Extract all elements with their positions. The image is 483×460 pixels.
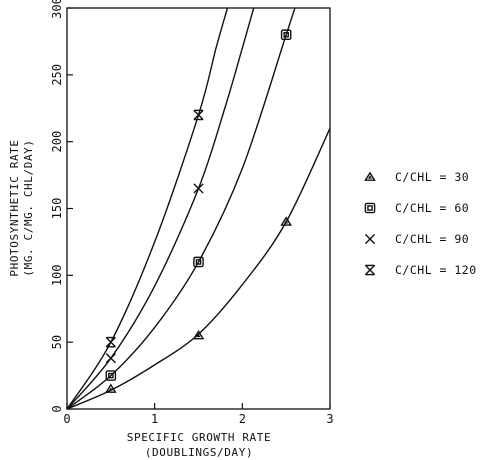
y-tick-label: 300 — [50, 0, 64, 19]
triangle-marker-shape — [192, 330, 205, 340]
triangle-marker-shape — [364, 171, 376, 181]
legend-hourglass-marker — [364, 264, 376, 276]
square-marker-inner — [195, 259, 202, 265]
triangle-marker-fill — [284, 220, 289, 224]
square-marker — [280, 29, 292, 41]
x-tick-label: 3 — [326, 412, 333, 426]
legend-triangle-marker — [364, 171, 376, 181]
plot-area: 0 1 2 3 0 50 100 150 200 250 300 — [50, 0, 334, 426]
square-marker-outer — [105, 370, 117, 381]
triangle-marker-shape — [280, 216, 293, 226]
x-tick-label: 0 — [63, 412, 70, 426]
curve-hourglass — [66, 7, 229, 410]
y-axis-subtitle: (MG. C/MG. CHL/DAY) — [22, 139, 35, 276]
triangle-marker-shape — [104, 383, 117, 393]
square-marker-inner — [283, 31, 289, 38]
x-marker — [193, 183, 204, 194]
x-tick-label: 1 — [151, 412, 158, 426]
triangle-marker — [192, 330, 205, 340]
hourglass-marker-cross — [364, 264, 376, 276]
curve-triangle — [66, 128, 331, 410]
y-tick-label: 150 — [50, 198, 64, 220]
square-marker-outer — [193, 256, 204, 268]
curve-square — [66, 7, 296, 410]
triangle-marker-fill — [196, 333, 201, 338]
hourglass-marker — [105, 336, 116, 348]
x-axis-title: SPECIFIC GROWTH RATE — [127, 431, 271, 444]
x-marker — [105, 353, 116, 364]
y-tick-label: 250 — [50, 64, 64, 86]
legend-label: C/CHL = 90 — [395, 232, 469, 246]
legend: C/CHL = 30 C/CHL = 60 C/CHL = 90 C/CHL = 12… — [364, 170, 477, 277]
square-marker-inner — [108, 372, 114, 379]
y-tick-label: 100 — [50, 264, 64, 286]
hourglass-marker — [193, 109, 204, 121]
hourglass-marker-cross — [193, 109, 204, 121]
y-tick-label: 200 — [50, 131, 64, 153]
square-marker — [193, 256, 204, 268]
square-marker-outer — [280, 29, 292, 41]
hourglass-marker-cross — [105, 337, 116, 348]
y-axis-title: PHOTOSYNTHETIC RATE — [8, 139, 21, 276]
square-marker-outer — [364, 202, 376, 214]
triangle-marker-fill — [367, 175, 373, 179]
square-marker-inner — [367, 205, 373, 211]
x-axis-subtitle: (DOUBLINGS/DAY) — [145, 446, 253, 459]
legend-square-marker — [364, 202, 376, 214]
legend-label: C/CHL = 30 — [395, 170, 469, 184]
y-tick-label: 0 — [50, 405, 64, 412]
legend-x-marker — [364, 233, 376, 245]
legend-label: C/CHL = 120 — [395, 263, 477, 277]
triangle-marker — [104, 383, 117, 393]
square-marker — [105, 370, 117, 381]
triangle-marker-fill — [108, 387, 113, 391]
y-tick-label: 50 — [50, 335, 64, 349]
x-tick-label: 2 — [239, 412, 246, 426]
legend-label: C/CHL = 60 — [395, 201, 469, 215]
triangle-marker — [280, 216, 293, 226]
